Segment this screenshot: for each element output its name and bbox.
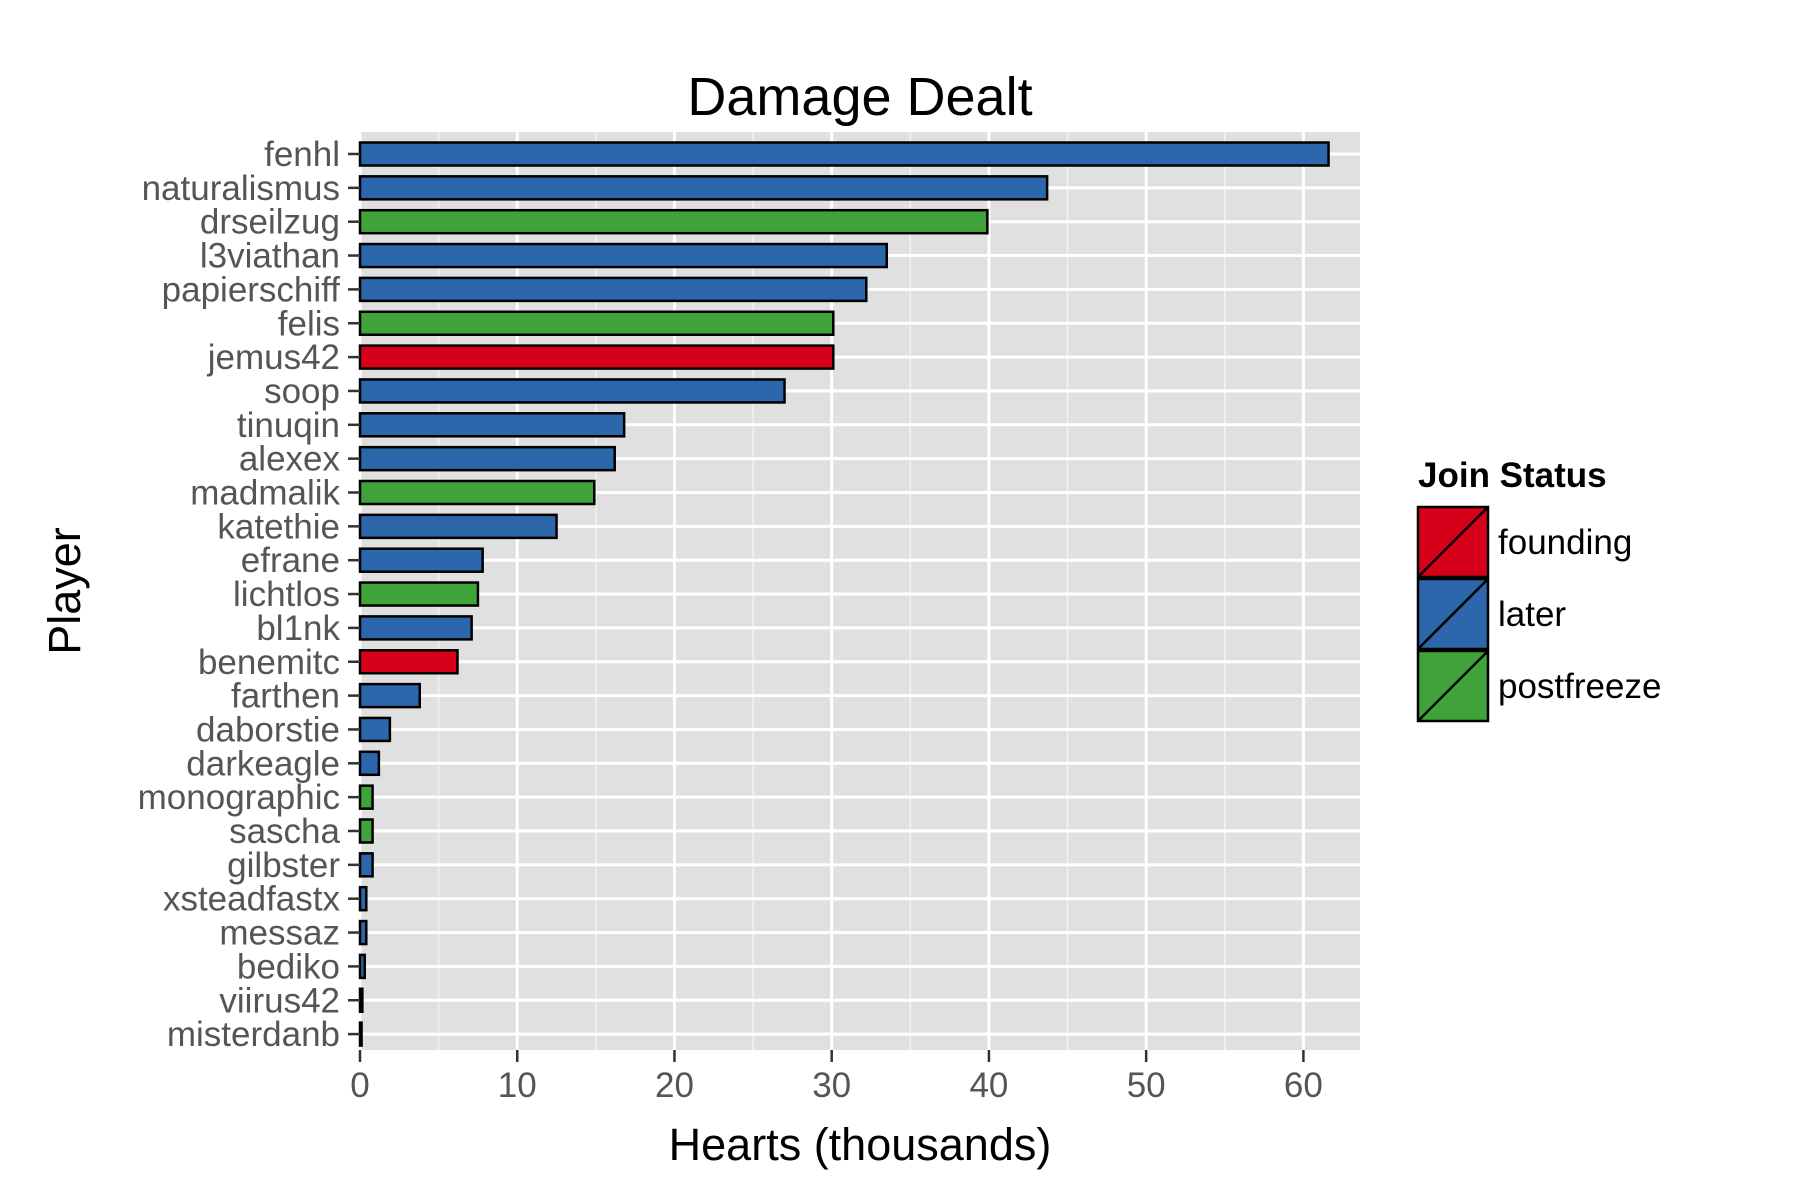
y-tick-label-felis: felis: [278, 304, 340, 343]
x-tick-label: 40: [969, 1066, 1008, 1105]
x-axis-title: Hearts (thousands): [669, 1119, 1052, 1170]
y-tick-label-efrane: efrane: [241, 541, 340, 580]
bars: [358, 141, 1330, 1047]
x-tick-label: 30: [812, 1066, 851, 1105]
bar-jemus42: [358, 344, 835, 370]
bar-papierschiff: [358, 276, 868, 303]
bar-naturalismus: [358, 175, 1049, 201]
y-tick-label-viirus42: viirus42: [219, 981, 340, 1020]
bar-daborstie: [358, 716, 392, 743]
x-tick-label: 50: [1127, 1066, 1166, 1105]
bar-felis: [358, 310, 835, 336]
y-tick-label-tinuqin: tinuqin: [237, 406, 340, 445]
x-tick-label: 60: [1284, 1066, 1323, 1105]
x-tick-label: 20: [655, 1066, 694, 1105]
legend-title: Join Status: [1418, 456, 1607, 495]
bar-monographic: [358, 784, 374, 810]
y-tick-label-farthen: farthen: [231, 677, 340, 716]
y-tick-label-naturalismus: naturalismus: [142, 169, 340, 208]
y-tick-label-drseilzug: drseilzug: [200, 203, 340, 242]
bar-fenhl: [358, 141, 1330, 167]
bar-sascha: [358, 818, 374, 844]
bar-bediko: [358, 953, 366, 980]
plot-panel: [360, 132, 1360, 1050]
bar-xsteadfastx: [358, 885, 368, 912]
bar-soop: [358, 378, 786, 404]
bar-katethie: [358, 513, 558, 540]
y-tick-label-benemitc: benemitc: [198, 643, 340, 682]
y-tick-label-misterdanb: misterdanb: [167, 1015, 340, 1054]
legend-key-slash: [1417, 578, 1489, 650]
bar-gilbster: [358, 852, 374, 878]
bar-misterdanb: [358, 1021, 363, 1047]
bar-drseilzug: [358, 208, 989, 235]
x-tick-label: 10: [498, 1066, 537, 1105]
bar-darkeagle: [358, 750, 381, 777]
chart-title: Damage Dealt: [687, 67, 1032, 127]
y-tick-label-katethie: katethie: [217, 507, 340, 546]
legend-label-postfreeze: postfreeze: [1498, 667, 1661, 706]
y-tick-label-soop: soop: [264, 372, 340, 411]
bar-alexex: [358, 445, 616, 472]
y-tick-label-madmalik: madmalik: [190, 474, 340, 513]
legend-key-slash: [1417, 506, 1489, 578]
bar-farthen: [358, 682, 421, 709]
legend: Join Status founding later postfreeze: [1416, 456, 1661, 723]
y-tick-label-darkeagle: darkeagle: [186, 744, 340, 783]
y-tick-label-alexex: alexex: [239, 440, 341, 479]
y-tick-label-bl1nk: bl1nk: [256, 609, 340, 648]
legend-label-founding: founding: [1498, 523, 1632, 562]
y-tick-label-gilbster: gilbster: [227, 846, 340, 885]
bar-tinuqin: [358, 412, 626, 438]
y-axis: fenhlnaturalismusdrseilzugl3viathanpapie…: [138, 135, 360, 1054]
y-tick-label-daborstie: daborstie: [196, 710, 340, 749]
bar-bl1nk: [358, 615, 473, 641]
y-tick-label-bediko: bediko: [237, 947, 340, 986]
y-tick-label-xsteadfastx: xsteadfastx: [163, 880, 341, 919]
y-axis-title: Player: [39, 527, 90, 655]
y-tick-label-sascha: sascha: [229, 812, 340, 851]
y-tick-label-lichtlos: lichtlos: [233, 575, 340, 614]
bar-efrane: [358, 547, 484, 573]
legend-label-later: later: [1498, 595, 1566, 634]
x-tick-label: 0: [350, 1066, 369, 1105]
y-tick-label-l3viathan: l3viathan: [200, 237, 340, 276]
y-tick-label-papierschiff: papierschiff: [162, 270, 341, 309]
bar-viirus42: [358, 987, 364, 1013]
y-tick-label-fenhl: fenhl: [264, 135, 340, 174]
bar-madmalik: [358, 479, 596, 506]
x-axis: 0 10 20 30 40 50 60: [350, 1050, 1323, 1105]
y-tick-label-monographic: monographic: [138, 778, 340, 817]
bar-benemitc: [358, 649, 459, 675]
bar-l3viathan: [358, 242, 888, 269]
bar-lichtlos: [358, 581, 480, 607]
bar-messaz: [358, 919, 368, 946]
y-tick-label-jemus42: jemus42: [207, 338, 340, 377]
legend-key-slash: [1417, 650, 1489, 722]
y-tick-label-messaz: messaz: [219, 914, 340, 953]
